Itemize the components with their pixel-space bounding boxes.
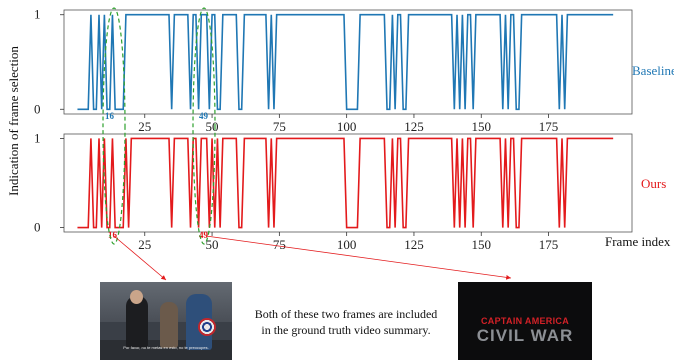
baseline-x-tick-label: 150 <box>472 119 492 134</box>
thumb-subtitle: Por favor, no te metas en esto, no te pr… <box>123 345 209 350</box>
ours-plot-frame <box>63 133 633 233</box>
caption-line-2: in the ground truth video summary. <box>261 323 431 337</box>
thumb-shield-icon <box>198 318 216 336</box>
baseline-y-tick-label: 1 <box>34 7 41 22</box>
caption-line-1: Both of these two frames are included <box>254 307 438 321</box>
ours-x-tick-label: 75 <box>273 237 286 252</box>
baseline-series-label: Baseline <box>632 63 674 78</box>
baseline-x-tick-label: 125 <box>404 119 424 134</box>
frame-49-thumbnail: CAPTAIN AMERICA CIVIL WAR <box>458 282 592 360</box>
baseline-x-tick-label: 175 <box>539 119 559 134</box>
ours-y-ticks: 01 <box>34 130 64 235</box>
thumb-figure-left <box>126 296 148 348</box>
baseline-plot-frame <box>63 9 633 115</box>
baseline-x-tick-label: 75 <box>273 119 286 134</box>
thumb-figure-center <box>160 302 178 348</box>
ours-x-tick-label: 50 <box>206 237 219 252</box>
baseline-x-tick-label: 50 <box>206 119 219 134</box>
ours-y-tick-label: 1 <box>34 130 41 145</box>
arrow-to-frame-16 <box>113 235 167 281</box>
y-axis-label: Indication of frame selection <box>6 46 21 196</box>
arrow-to-frame-49 <box>205 235 512 280</box>
baseline-callout-49: 49 <box>199 111 209 121</box>
ours-x-tick-label: 25 <box>138 237 151 252</box>
baseline-y-ticks: 01 <box>34 7 64 116</box>
ours-callout-49: 49 <box>199 230 209 240</box>
thumb-figure-left-head <box>130 290 143 304</box>
title-card-line-2: CIVIL WAR <box>476 326 574 345</box>
ours-x-tick-label: 150 <box>472 237 492 252</box>
highlight-ellipse-frame-49 <box>192 7 216 245</box>
title-card-line-1: CAPTAIN AMERICA <box>481 316 569 326</box>
ours-series-label: Ours <box>641 176 666 191</box>
ours-x-tick-label: 100 <box>337 237 357 252</box>
ours-panel: 01 25 50 75 100 125 150 175 Ours 16 49 Frame i… <box>34 130 671 252</box>
baseline-x-tick-label: 25 <box>138 119 151 134</box>
ours-y-tick-label: 0 <box>34 220 41 235</box>
ours-callout-16: 16 <box>108 230 118 240</box>
baseline-callout-16: 16 <box>105 111 115 121</box>
highlight-ellipse-frame-16 <box>102 7 126 245</box>
frame-16-thumbnail: Por favor, no te metas en esto, no te pr… <box>100 282 232 360</box>
x-axis-label: Frame index <box>605 234 671 249</box>
ours-series-line <box>77 137 614 229</box>
baseline-series-line <box>77 13 614 111</box>
caption: Both of these two frames are included in… <box>240 306 452 338</box>
baseline-y-tick-label: 0 <box>34 101 41 116</box>
baseline-x-ticks: 25 50 75 100 125 150 175 <box>138 114 558 134</box>
baseline-panel: 01 25 50 75 100 125 150 175 Baseline 16 49 <box>34 7 674 134</box>
ours-x-ticks: 25 50 75 100 125 150 175 <box>138 232 558 252</box>
ours-x-tick-label: 125 <box>404 237 424 252</box>
ours-x-tick-label: 175 <box>539 237 559 252</box>
baseline-x-tick-label: 100 <box>337 119 357 134</box>
